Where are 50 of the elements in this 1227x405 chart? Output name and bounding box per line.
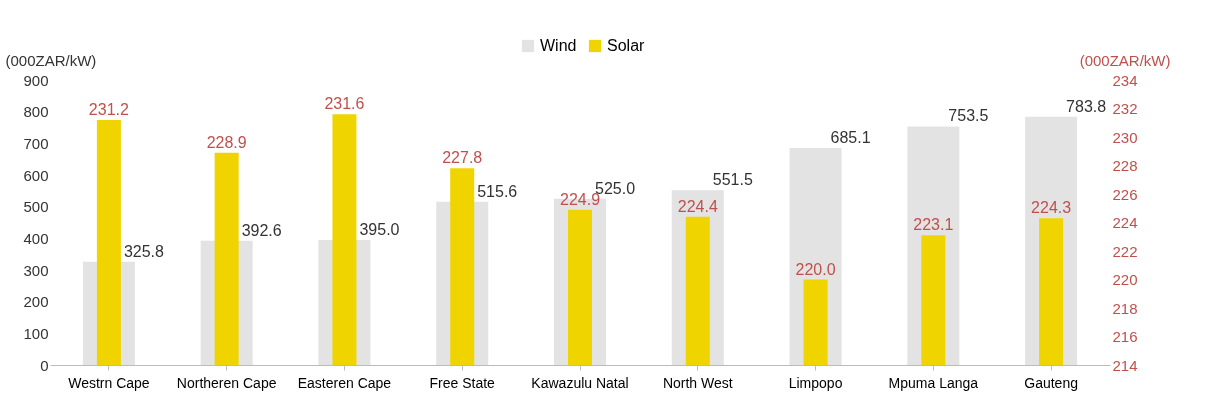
data-label: 228.9: [206, 133, 247, 151]
x-tick-label: Limpopo: [788, 374, 843, 391]
x-tick-label: Free State: [429, 374, 496, 391]
y2-tick-label: 228: [1112, 157, 1138, 174]
data-label: 231.2: [88, 100, 130, 118]
x-tick-label: Gauteng: [1024, 374, 1078, 391]
y-tick-label: 200: [23, 293, 49, 311]
y2-tick-label: 222: [1112, 242, 1138, 260]
data-label: 223.1: [913, 216, 954, 234]
y2-tick-label: 218: [1112, 299, 1138, 317]
x-tick-label: Northeren Cape: [176, 374, 277, 391]
y2-tick-label: 226: [1112, 185, 1138, 203]
x-tick-label: Kawazulu Natal: [531, 374, 629, 391]
y2-tick-label: 230: [1112, 128, 1138, 146]
y2-axis-title: (000ZAR/kW): [1079, 51, 1171, 69]
data-label: 551.5: [712, 171, 753, 189]
data-label: 392.6: [241, 221, 282, 239]
y2-tick-label: 216: [1112, 328, 1138, 345]
data-label: 224.4: [677, 197, 718, 215]
x-tick-label: Easteren Cape: [297, 374, 392, 391]
y-tick-label: 600: [23, 166, 49, 184]
y-tick-label: 900: [23, 71, 49, 89]
data-label: 325.8: [123, 242, 165, 260]
y-tick-label: 500: [23, 198, 49, 216]
data-label: 783.8: [1066, 97, 1107, 115]
y-axis-title: (000ZAR/kW): [5, 51, 97, 69]
y-tick-label: 400: [23, 229, 49, 247]
y-tick-label: 100: [23, 324, 49, 342]
y-tick-label: 700: [23, 134, 49, 152]
x-tick-label: North West: [662, 374, 733, 391]
x-tick-label: Westrn Cape: [68, 374, 150, 391]
y2-tick-label: 220: [1112, 271, 1138, 288]
y-tick-label: 0: [40, 356, 49, 374]
y-tick-label: 800: [23, 103, 49, 121]
data-label: 753.5: [948, 107, 989, 125]
data-label: 224.3: [1031, 199, 1072, 217]
legend-label: Solar: [607, 37, 646, 54]
data-label: 231.6: [324, 95, 365, 113]
data-label: 395.0: [359, 220, 400, 238]
data-label: 685.1: [830, 129, 871, 147]
x-tick-label: Mpuma Langa: [888, 374, 979, 391]
y2-tick-label: 214: [1112, 356, 1138, 374]
y-tick-label: 300: [23, 261, 49, 279]
data-label: 220.0: [795, 260, 836, 278]
data-label: 227.8: [442, 149, 483, 167]
y2-tick-label: 234: [1112, 71, 1138, 89]
legend-label: Wind: [540, 37, 577, 54]
y2-tick-label: 232: [1112, 100, 1138, 117]
y2-tick-label: 224: [1112, 214, 1138, 231]
data-label: 515.6: [477, 182, 518, 200]
